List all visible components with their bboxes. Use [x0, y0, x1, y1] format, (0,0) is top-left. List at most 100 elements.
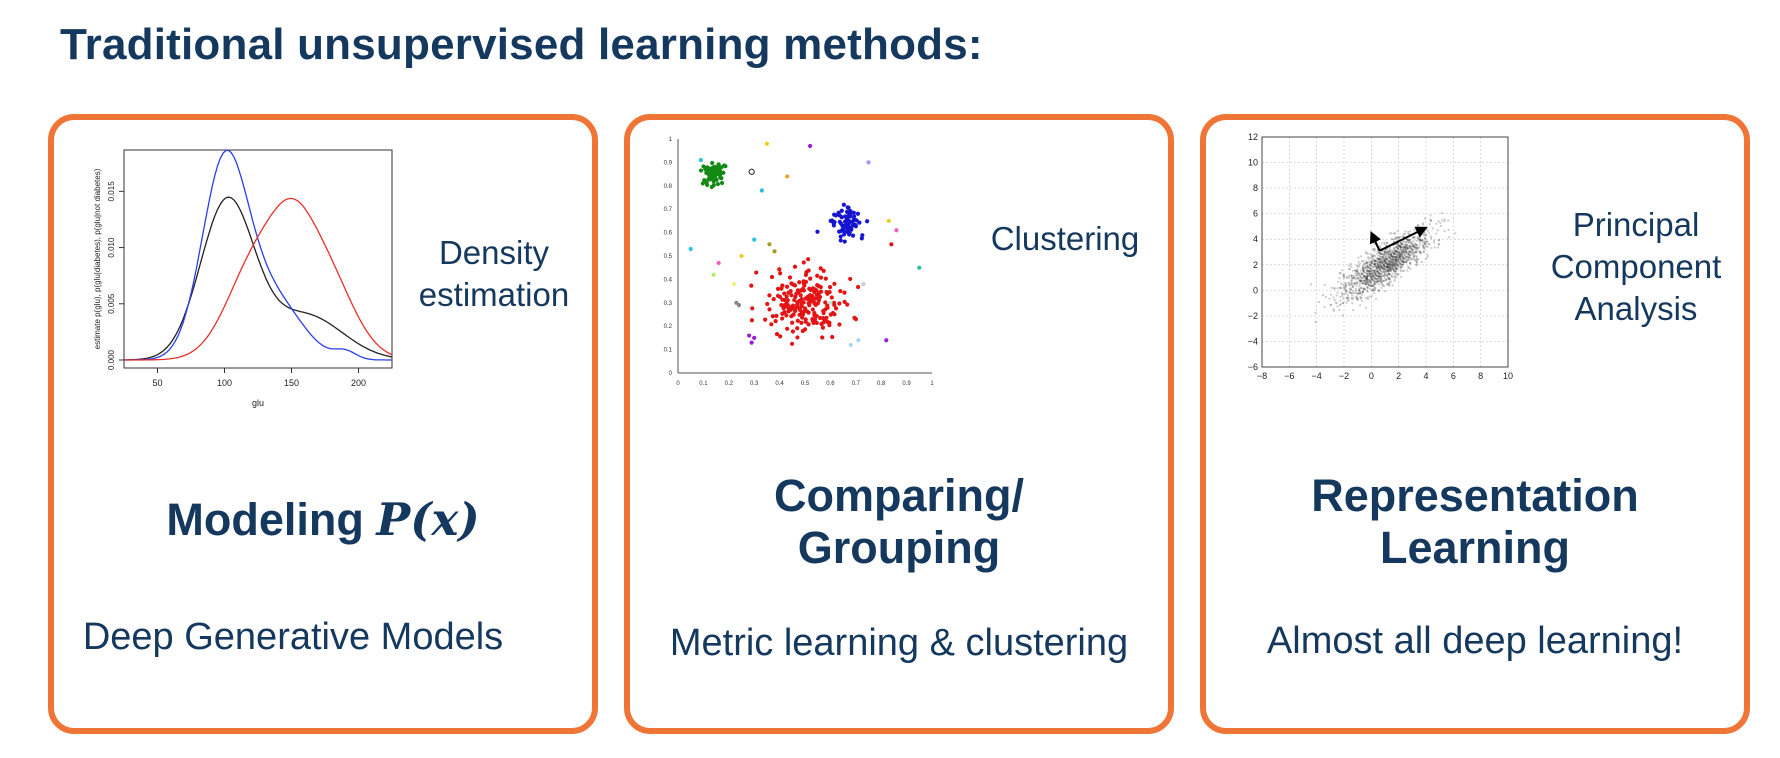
pca-point: [1387, 260, 1390, 263]
pca-point: [1400, 252, 1403, 256]
pca-point: [1395, 250, 1398, 253]
x-tick-label: 10: [1503, 371, 1513, 381]
clustering-plot: 000.10.10.20.20.30.30.40.40.50.50.60.60.…: [664, 137, 935, 387]
pca-point: [1393, 249, 1396, 253]
pca-point: [1351, 298, 1354, 301]
pca-point: [1393, 262, 1396, 265]
pca-point: [1382, 253, 1386, 256]
cluster-point: [837, 213, 842, 218]
pca-point: [1364, 277, 1367, 280]
pca-point: [1406, 239, 1409, 242]
pca-point: [1408, 238, 1411, 242]
pca-point: [1348, 274, 1351, 277]
pca-point: [1356, 298, 1360, 301]
pca-point: [1370, 270, 1373, 273]
pca-point: [1387, 250, 1390, 253]
pca-point: [1402, 258, 1405, 261]
pca-point: [1405, 251, 1408, 254]
pca-point: [1374, 288, 1377, 291]
heading-line: Comparing/: [773, 470, 1024, 521]
cluster-point: [811, 299, 816, 304]
cluster-point: [801, 260, 806, 265]
pca-point: [1387, 270, 1390, 273]
cluster-point: [708, 166, 714, 171]
pca-point: [1395, 260, 1398, 263]
pca-point: [1352, 274, 1355, 277]
pca-point: [1358, 290, 1361, 293]
pca-point: [1376, 270, 1379, 273]
pca-point: [1388, 250, 1392, 253]
pca-point: [1393, 252, 1396, 255]
pca-point: [1400, 263, 1403, 266]
cluster-point: [832, 281, 837, 286]
pca-point: [1392, 261, 1395, 264]
pca-point: [1373, 277, 1377, 280]
pca-point: [1351, 269, 1355, 272]
pca-point: [1339, 295, 1342, 298]
pca-point: [1423, 217, 1427, 220]
pca-point: [1379, 265, 1382, 268]
heading-text: Modeling: [166, 494, 364, 545]
pca-point: [1378, 251, 1381, 254]
pca-point: [1383, 264, 1386, 268]
pca-point: [1371, 254, 1374, 257]
pca-point: [1392, 255, 1395, 259]
pca-point: [1395, 245, 1398, 248]
cluster-point: [838, 234, 843, 239]
pca-point: [1392, 255, 1395, 258]
pca-point: [1385, 257, 1389, 260]
pca-point: [1380, 265, 1383, 268]
pca-point: [1363, 266, 1366, 269]
pca-point: [1379, 252, 1382, 255]
pca-point: [1345, 284, 1348, 287]
pca-point: [1341, 295, 1344, 298]
x-tick-label: −4: [1312, 371, 1322, 381]
pca-point: [1398, 245, 1401, 248]
pca-point: [1426, 229, 1429, 232]
pca-point: [1365, 277, 1368, 280]
cluster-point: [841, 202, 846, 207]
pca-point: [1389, 269, 1392, 272]
pca-point: [1372, 265, 1375, 268]
cluster-point: [847, 219, 853, 224]
pca-point: [1385, 266, 1388, 269]
pca-point: [1372, 258, 1376, 261]
pca-point: [1423, 246, 1426, 249]
pca-point: [1385, 258, 1388, 261]
pca-point: [1399, 270, 1402, 273]
pca-point: [1375, 266, 1379, 269]
pca-point: [1409, 262, 1412, 265]
pca-point: [1396, 246, 1399, 249]
pca-point: [1399, 265, 1403, 268]
pca-point: [1387, 250, 1390, 253]
pca-point: [1384, 265, 1387, 268]
pca-point: [1350, 274, 1353, 277]
pca-point: [1392, 275, 1395, 278]
pca-point: [1365, 262, 1368, 265]
pca-point: [1422, 246, 1425, 250]
pca-point: [1394, 258, 1398, 261]
cluster-point: [856, 338, 861, 343]
y-tick-label: 0.005: [107, 293, 116, 314]
pca-point: [1362, 270, 1365, 273]
pca-point: [1338, 277, 1341, 280]
pca-point: [1405, 255, 1408, 258]
pca-point: [1383, 263, 1386, 266]
pca-point: [1422, 250, 1425, 253]
pca-point: [1370, 279, 1374, 282]
pca-point: [1381, 253, 1384, 256]
card-representation: −8 −6 −6 −4 −4 −2 −2 0 0 2 2 4 4 6 6 8 8 10 10 12 Principal…: [1200, 114, 1750, 734]
pca-point: [1416, 224, 1419, 227]
pca-point: [1401, 246, 1404, 249]
pca-point: [1362, 279, 1365, 282]
pca-point: [1399, 246, 1402, 249]
pca-point: [1345, 297, 1349, 300]
pca-point: [1362, 279, 1365, 282]
pca-point: [1365, 289, 1368, 292]
pca-point: [1385, 258, 1388, 261]
pca-point: [1385, 251, 1388, 254]
pca-point: [1394, 271, 1397, 274]
pca-point: [1404, 251, 1408, 254]
pca-point: [1428, 223, 1431, 226]
pca-point: [1406, 247, 1409, 250]
